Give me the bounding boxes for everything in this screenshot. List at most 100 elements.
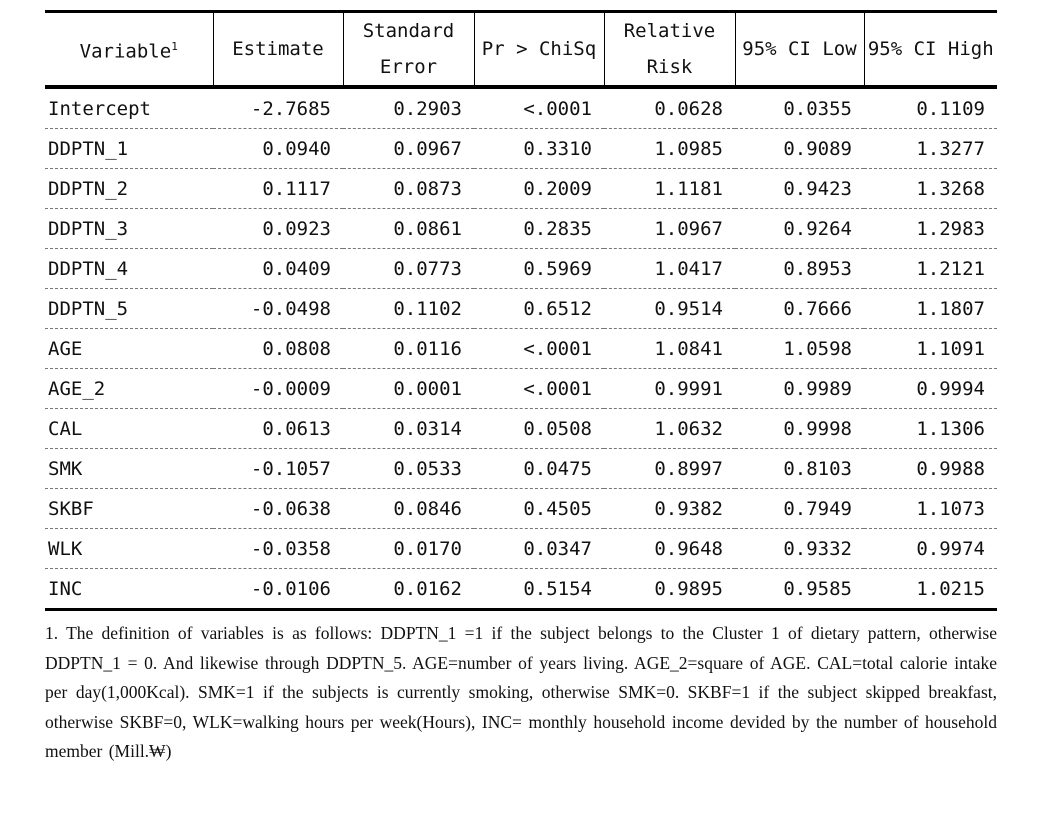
variable-cell: INC <box>45 568 213 611</box>
cell: 0.0508 <box>474 408 604 449</box>
cell: 0.9895 <box>604 568 735 611</box>
cell: 0.8103 <box>735 448 864 489</box>
cell: 0.9382 <box>604 488 735 529</box>
cell: 0.9991 <box>604 368 735 409</box>
cell: 0.1102 <box>343 288 474 329</box>
cell: 0.1117 <box>213 168 343 209</box>
header-cell: Relative Risk <box>603 11 735 87</box>
cell: -0.0358 <box>213 528 343 569</box>
cell: 0.0628 <box>604 87 735 129</box>
row: DDPTN_5 -0.0498 0.1102 0.6512 0.9514 0.7666 1.… <box>45 288 997 329</box>
table-body: Intercept -2.7685 0.2903 <.0001 0.0628 0.0355… <box>45 87 997 611</box>
variable-cell: DDPTN_4 <box>45 248 213 289</box>
cell: 0.4505 <box>474 488 604 529</box>
header-text: 95% CI Low <box>742 38 857 60</box>
cell: <.0001 <box>474 87 604 129</box>
cell: 0.9648 <box>604 528 735 569</box>
cell: 0.9974 <box>864 528 997 569</box>
header-cell: Estimate <box>212 11 343 87</box>
cell: <.0001 <box>474 368 604 409</box>
header-cell: 95% CI Low <box>734 11 864 87</box>
row: CAL 0.0613 0.0314 0.0508 1.0632 0.9998 1.1306 <box>45 408 997 449</box>
cell: 0.9585 <box>735 568 864 611</box>
variable-cell: DDPTN_3 <box>45 208 213 249</box>
header-cell: 95% CI High <box>863 11 997 87</box>
cell: 0.2835 <box>474 208 604 249</box>
cell: 0.6512 <box>474 288 604 329</box>
variable-cell: DDPTN_2 <box>45 168 213 209</box>
cell: -0.0009 <box>213 368 343 409</box>
row: AGE_2 -0.0009 0.0001 <.0001 0.9991 0.9989 0.99… <box>45 368 997 409</box>
cell: 1.2121 <box>864 248 997 289</box>
cell: 1.0215 <box>864 568 997 611</box>
cell: 0.5154 <box>474 568 604 611</box>
cell: 0.0873 <box>343 168 474 209</box>
cell: 1.0632 <box>604 408 735 449</box>
cell: -0.0638 <box>213 488 343 529</box>
row: SKBF -0.0638 0.0846 0.4505 0.9382 0.7949 1.107… <box>45 488 997 529</box>
cell: 0.9332 <box>735 528 864 569</box>
footnote: 1. The definition of variables is as fol… <box>45 623 997 761</box>
cell: 0.0613 <box>213 408 343 449</box>
variable-cell: Intercept <box>45 87 213 129</box>
cell: 1.0967 <box>604 208 735 249</box>
cell: 0.9989 <box>735 368 864 409</box>
cell: 0.0923 <box>213 208 343 249</box>
cell: 1.1091 <box>864 328 997 369</box>
cell: -0.1057 <box>213 448 343 489</box>
cell: 1.3277 <box>864 128 997 169</box>
cell: 1.1181 <box>604 168 735 209</box>
cell: 1.1807 <box>864 288 997 329</box>
cell: 0.9988 <box>864 448 997 489</box>
cell: 0.0940 <box>213 128 343 169</box>
variable-cell: SMK <box>45 448 213 489</box>
header-text: Variable <box>79 40 172 63</box>
cell: 1.1073 <box>864 488 997 529</box>
variable-cell: AGE <box>45 328 213 369</box>
cell: 0.0347 <box>474 528 604 569</box>
cell: 0.9423 <box>735 168 864 209</box>
table: Variable1 Estimate Standard Error Pr > ChiS… <box>45 10 997 611</box>
cell: 0.0861 <box>343 208 474 249</box>
cell: 0.0355 <box>735 87 864 129</box>
cell: 0.0533 <box>343 448 474 489</box>
cell: 0.0475 <box>474 448 604 489</box>
variable-cell: WLK <box>45 528 213 569</box>
variable-cell: CAL <box>45 408 213 449</box>
row: AGE 0.0808 0.0116 <.0001 1.0841 1.0598 1.1091 <box>45 328 997 369</box>
row: DDPTN_1 0.0940 0.0967 0.3310 1.0985 0.9089 1.3… <box>45 128 997 169</box>
cell: 0.8997 <box>604 448 735 489</box>
cell: 1.0841 <box>604 328 735 369</box>
row: DDPTN_3 0.0923 0.0861 0.2835 1.0967 0.9264 1.2… <box>45 208 997 249</box>
cell: 0.0001 <box>343 368 474 409</box>
cell: 1.0985 <box>604 128 735 169</box>
cell: 0.0967 <box>343 128 474 169</box>
variable-cell: DDPTN_1 <box>45 128 213 169</box>
row: DDPTN_4 0.0409 0.0773 0.5969 1.0417 0.8953 1.2… <box>45 248 997 289</box>
footnote-mark: 1 <box>171 39 178 53</box>
cell: 1.2983 <box>864 208 997 249</box>
header-row: Variable1 Estimate Standard Error Pr > ChiS… <box>45 11 997 88</box>
cell: 0.9994 <box>864 368 997 409</box>
variable-cell: SKBF <box>45 488 213 529</box>
cell: 0.7949 <box>735 488 864 529</box>
cell: 0.0409 <box>213 248 343 289</box>
row: SMK -0.1057 0.0533 0.0475 0.8997 0.8103 0.9988 <box>45 448 997 489</box>
row: Intercept -2.7685 0.2903 <.0001 0.0628 0.0355… <box>45 87 997 129</box>
cell: 0.2009 <box>474 168 604 209</box>
cell: 0.0170 <box>343 528 474 569</box>
header-text: 95% CI High <box>867 38 994 60</box>
cell: 0.7666 <box>735 288 864 329</box>
cell: 0.9514 <box>604 288 735 329</box>
cell: 0.3310 <box>474 128 604 169</box>
header-text: Relative Risk <box>623 20 716 78</box>
cell: 0.0116 <box>343 328 474 369</box>
cell: <.0001 <box>474 328 604 369</box>
header-text: Pr > ChiSq <box>481 38 597 60</box>
header-cell: Variable1 <box>45 12 213 88</box>
header-cell: Standard Error <box>342 11 474 87</box>
header-text: Estimate <box>232 38 324 60</box>
cell: 0.0846 <box>343 488 474 529</box>
row: DDPTN_2 0.1117 0.0873 0.2009 1.1181 0.9423 1.3… <box>45 168 997 209</box>
